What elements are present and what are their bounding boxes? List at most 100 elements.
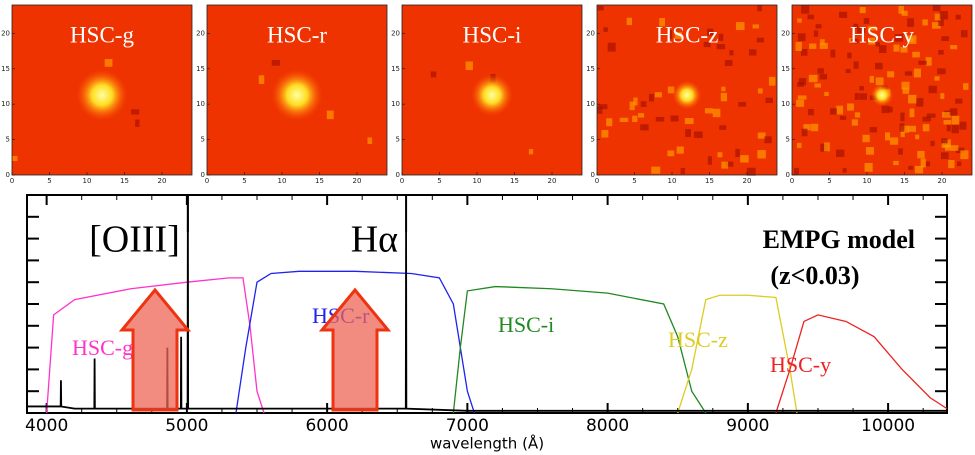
noise bbox=[951, 125, 959, 134]
noise bbox=[801, 128, 808, 137]
noise bbox=[934, 13, 941, 21]
noise bbox=[765, 97, 773, 104]
y-tick-label: 20 bbox=[391, 29, 400, 37]
y-tick-label: 10 bbox=[196, 100, 205, 108]
noise bbox=[725, 161, 734, 167]
noise bbox=[913, 68, 921, 78]
noise bbox=[916, 98, 924, 107]
noise bbox=[768, 76, 776, 86]
noise bbox=[326, 110, 334, 120]
noise bbox=[693, 131, 703, 138]
x-tick-label: 20 bbox=[548, 177, 557, 185]
noise bbox=[839, 115, 847, 120]
noise bbox=[943, 120, 952, 125]
noise bbox=[659, 17, 665, 27]
noise bbox=[909, 37, 914, 43]
noise bbox=[887, 71, 895, 78]
noise bbox=[889, 137, 899, 145]
noise bbox=[655, 116, 665, 122]
noise bbox=[813, 30, 819, 37]
noise bbox=[707, 28, 714, 36]
noise bbox=[915, 134, 920, 140]
noise bbox=[674, 32, 683, 39]
noise bbox=[878, 45, 887, 53]
noise bbox=[859, 86, 864, 91]
noise bbox=[938, 18, 944, 27]
x-tick-label: 10 bbox=[668, 177, 677, 185]
noise bbox=[603, 27, 608, 32]
noise bbox=[654, 92, 662, 98]
noise bbox=[735, 148, 740, 158]
x-tick-label: 0 bbox=[595, 177, 599, 185]
arrow bbox=[318, 287, 392, 412]
noise bbox=[946, 124, 951, 132]
noise bbox=[912, 51, 920, 58]
noise bbox=[667, 150, 675, 157]
noise bbox=[135, 119, 140, 127]
noise bbox=[867, 26, 876, 31]
y-tick-label: 10 bbox=[586, 100, 595, 108]
noise bbox=[757, 150, 766, 159]
noise bbox=[851, 119, 858, 126]
noise bbox=[824, 142, 830, 152]
noise bbox=[909, 108, 915, 118]
noise bbox=[917, 150, 925, 159]
noise bbox=[667, 86, 675, 94]
y-tick-label: 0 bbox=[6, 171, 10, 179]
noise bbox=[859, 93, 867, 100]
noise bbox=[859, 7, 866, 14]
noise bbox=[922, 19, 928, 26]
noise bbox=[836, 105, 844, 115]
y-tick-label: 15 bbox=[196, 65, 205, 73]
noise bbox=[764, 136, 772, 144]
noise bbox=[717, 152, 723, 158]
noise bbox=[800, 49, 808, 56]
x-tick-label: 20 bbox=[938, 177, 947, 185]
x-tick-label: 20 bbox=[743, 177, 752, 185]
x-tick-label: 20 bbox=[353, 177, 362, 185]
x-tick-label: 4000 bbox=[25, 416, 68, 436]
noise bbox=[597, 6, 604, 11]
noise bbox=[907, 125, 917, 132]
y-tick-label: 0 bbox=[396, 171, 400, 179]
noise bbox=[718, 33, 724, 41]
noise bbox=[836, 149, 845, 157]
noise bbox=[908, 94, 917, 104]
noise bbox=[430, 71, 437, 78]
noise bbox=[719, 125, 727, 130]
series-line bbox=[45, 277, 265, 414]
image-frame bbox=[401, 4, 583, 176]
x-tick-label: 0 bbox=[205, 177, 209, 185]
noise bbox=[888, 106, 893, 113]
noise bbox=[796, 142, 802, 149]
noise bbox=[465, 61, 473, 71]
noise bbox=[918, 60, 927, 65]
x-tick-label: 0 bbox=[10, 177, 14, 185]
annotation: EMPG model bbox=[763, 225, 915, 254]
noise bbox=[875, 42, 880, 47]
x-tick-label: 15 bbox=[705, 177, 714, 185]
image-frame bbox=[791, 4, 973, 176]
noise bbox=[869, 75, 874, 83]
panel-title: HSC-i bbox=[463, 22, 522, 47]
noise bbox=[862, 134, 870, 143]
noise bbox=[724, 59, 733, 67]
noise bbox=[907, 18, 914, 27]
noise bbox=[619, 117, 629, 122]
y-tick-label: 0 bbox=[786, 171, 790, 179]
panel-title: HSC-z bbox=[656, 22, 719, 47]
noise bbox=[868, 37, 876, 45]
noise bbox=[712, 108, 721, 118]
noise bbox=[648, 93, 655, 102]
noise bbox=[757, 5, 762, 12]
noise bbox=[597, 106, 603, 114]
noise bbox=[801, 5, 810, 14]
x-tick-label: 5 bbox=[47, 177, 51, 185]
noise bbox=[633, 97, 638, 106]
source bbox=[76, 69, 128, 121]
noise bbox=[899, 123, 905, 132]
panel-title: HSC-r bbox=[267, 22, 327, 47]
x-tick-label: 5000 bbox=[165, 416, 208, 436]
noise bbox=[920, 158, 926, 168]
noise bbox=[640, 124, 649, 131]
